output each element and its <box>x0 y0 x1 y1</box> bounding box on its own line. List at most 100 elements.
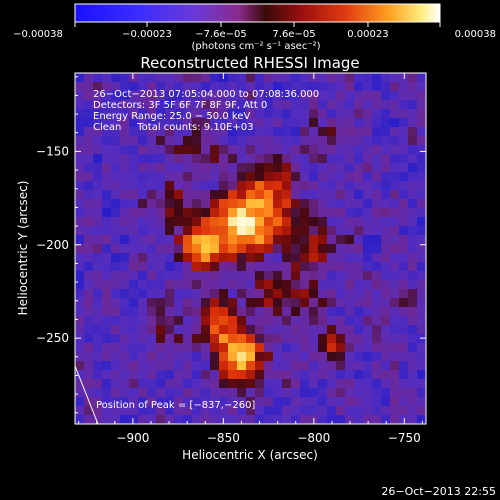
heatmap-cell <box>246 343 256 353</box>
heatmap-cell <box>255 145 265 155</box>
heatmap-cell <box>219 271 229 281</box>
heatmap-cell <box>93 325 103 335</box>
heatmap-cell <box>345 154 355 164</box>
heatmap-cell <box>300 190 310 200</box>
colorbar: −0.00038 −0.00023 −7.6e−05 7.6e−05 0.00023 0.… <box>13 3 496 52</box>
heatmap-cell <box>417 253 426 263</box>
heatmap-cell <box>120 181 130 191</box>
heatmap-cell <box>120 136 130 146</box>
heatmap-cell <box>273 217 283 227</box>
heatmap-cell <box>318 163 328 173</box>
heatmap-cell <box>147 298 157 308</box>
heatmap-cell <box>147 334 157 344</box>
heatmap-cell <box>111 181 121 191</box>
heatmap-cell <box>255 316 265 326</box>
heatmap-cell <box>147 325 157 335</box>
heatmap-cell <box>309 127 319 137</box>
heatmap-cell <box>129 388 139 398</box>
heatmap-cell <box>228 172 238 182</box>
heatmap-cell <box>138 208 148 218</box>
heatmap-cell <box>219 127 229 137</box>
heatmap-cell <box>210 397 220 407</box>
heatmap-cell <box>165 379 175 389</box>
heatmap-cell <box>129 118 139 128</box>
heatmap-cell <box>354 217 364 227</box>
heatmap-cell <box>174 100 184 110</box>
heatmap-cell <box>228 352 238 362</box>
heatmap-cell <box>390 154 400 164</box>
heatmap-cell <box>372 361 382 371</box>
heatmap-cell <box>210 154 220 164</box>
heatmap-cell <box>138 379 148 389</box>
heatmap-cell <box>147 343 157 353</box>
heatmap-cell <box>165 172 175 182</box>
heatmap-cell <box>219 361 229 371</box>
heatmap-cell <box>147 190 157 200</box>
heatmap-cell <box>273 199 283 209</box>
heatmap-cell <box>228 100 238 110</box>
heatmap-cell <box>381 235 391 245</box>
heatmap-cell <box>390 289 400 299</box>
heatmap-cell <box>372 334 382 344</box>
heatmap-cell <box>174 190 184 200</box>
heatmap-cell <box>174 298 184 308</box>
heatmap-cell <box>111 280 121 290</box>
heatmap-cell <box>282 118 292 128</box>
heatmap-cell <box>228 307 238 317</box>
heatmap-cell <box>336 388 346 398</box>
heatmap-cell <box>381 73 391 83</box>
heatmap-cell <box>156 271 166 281</box>
heatmap-cell <box>282 334 292 344</box>
heatmap-cell <box>237 316 247 326</box>
heatmap-cell <box>246 172 256 182</box>
heatmap-cell <box>129 217 139 227</box>
heatmap-cell <box>219 109 229 119</box>
heatmap-cell <box>183 415 193 424</box>
heatmap-cell <box>345 217 355 227</box>
heatmap-cell <box>327 271 337 281</box>
heatmap-cell <box>255 100 265 110</box>
heatmap-cell <box>309 406 319 416</box>
heatmap-cell <box>183 325 193 335</box>
heatmap-cell <box>336 406 346 416</box>
heatmap-cell <box>282 262 292 272</box>
heatmap-cell <box>210 307 220 317</box>
heatmap-cell <box>147 100 157 110</box>
heatmap-cell <box>246 118 256 128</box>
heatmap-cell <box>165 289 175 299</box>
heatmap-cell <box>201 289 211 299</box>
heatmap-cell <box>111 199 121 209</box>
heatmap-cell <box>399 388 409 398</box>
heatmap-cell <box>264 325 274 335</box>
heatmap-cell <box>363 334 373 344</box>
heatmap-cell <box>210 217 220 227</box>
heatmap-cell <box>84 307 94 317</box>
colorbar-tick-label: −7.6e−05 <box>195 29 247 40</box>
heatmap-cell <box>336 262 346 272</box>
heatmap-cell <box>336 334 346 344</box>
heatmap-cell <box>318 271 328 281</box>
heatmap-cell <box>390 325 400 335</box>
heatmap-cell <box>138 343 148 353</box>
heatmap-cell <box>210 370 220 380</box>
heatmap-cell <box>84 73 94 83</box>
heatmap-cell <box>183 82 193 92</box>
heatmap-cell <box>210 127 220 137</box>
heatmap-cell <box>381 379 391 389</box>
heatmap-cell <box>291 415 301 424</box>
heatmap-cell <box>363 280 373 290</box>
heatmap-cell <box>129 361 139 371</box>
heatmap-cell <box>264 181 274 191</box>
heatmap-cell <box>372 379 382 389</box>
heatmap-cell <box>219 334 229 344</box>
heatmap-cell <box>300 217 310 227</box>
heatmap-cell <box>129 280 139 290</box>
heatmap-cell <box>264 235 274 245</box>
heatmap-cell <box>300 262 310 272</box>
heatmap-cell <box>291 73 301 83</box>
heatmap-cell <box>93 406 103 416</box>
heatmap-cell <box>336 289 346 299</box>
heatmap-cell <box>372 127 382 137</box>
heatmap-cell <box>174 217 184 227</box>
heatmap-cell <box>318 397 328 407</box>
